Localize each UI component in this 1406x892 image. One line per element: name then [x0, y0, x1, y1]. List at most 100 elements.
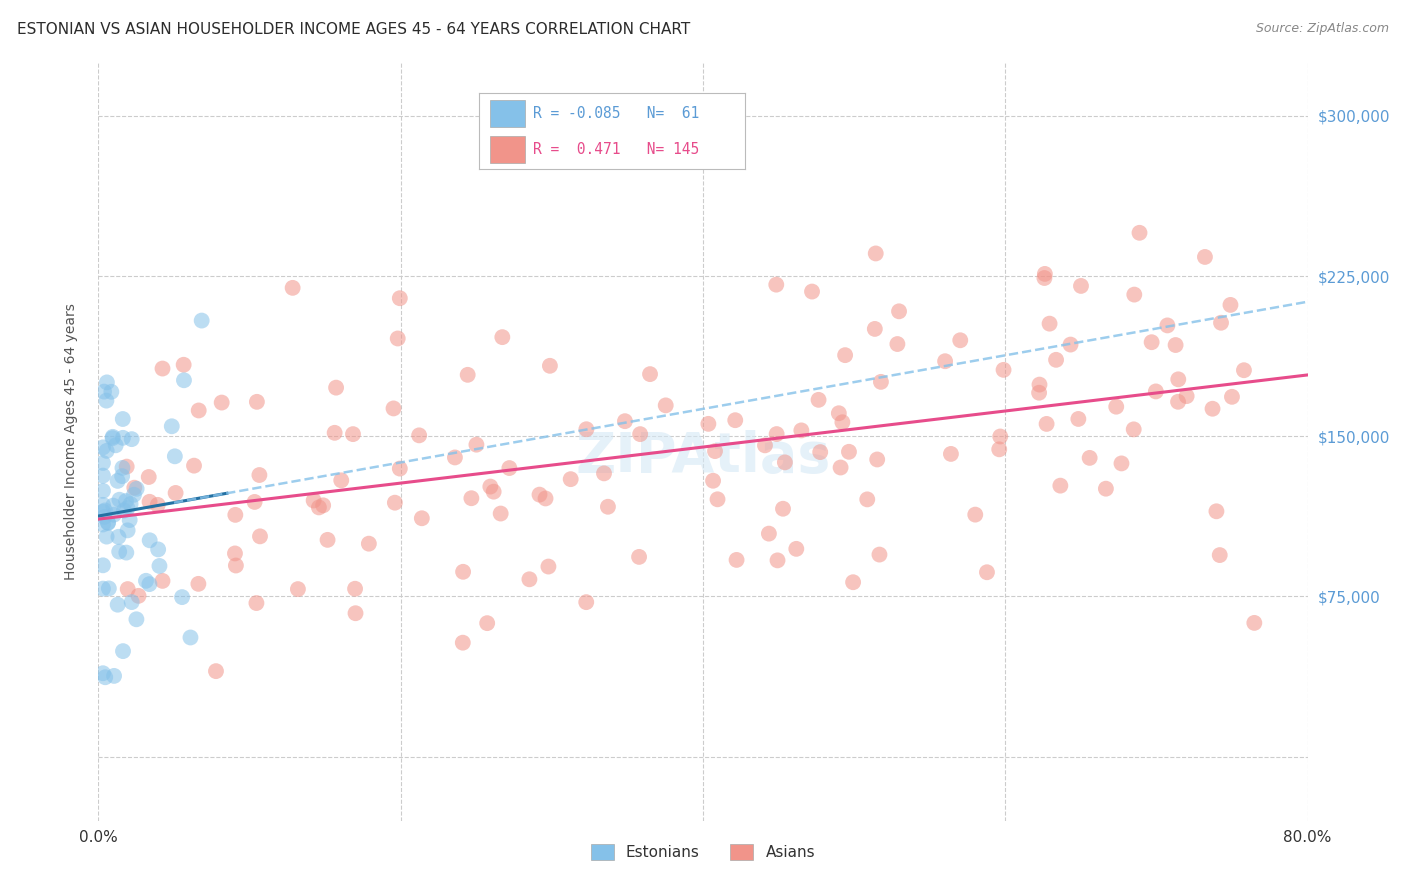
Point [1035, 417, 1057, 431]
Point [773, 455, 796, 469]
Point [560, 472, 582, 486]
Point [457, 368, 479, 382]
Point [103, 669, 125, 683]
Point [148, 558, 170, 573]
Point [1033, 267, 1056, 281]
Point [613, 414, 636, 428]
Point [1095, 482, 1118, 496]
Point [115, 459, 138, 474]
Point [1144, 384, 1167, 399]
Point [120, 497, 142, 511]
Point [575, 595, 598, 609]
Point [323, 425, 346, 440]
Point [1059, 337, 1081, 351]
Point [183, 458, 205, 473]
Point [949, 333, 972, 347]
Point [444, 450, 467, 465]
Point [766, 553, 789, 567]
Point [330, 474, 353, 488]
Point [122, 488, 145, 502]
Point [96, 443, 118, 458]
Point [575, 422, 598, 436]
Point [205, 664, 228, 678]
Point [107, 598, 129, 612]
Point [118, 513, 141, 527]
Point [1070, 279, 1092, 293]
Point [107, 530, 129, 544]
Point [91, 505, 114, 519]
Point [534, 491, 557, 506]
Point [479, 479, 502, 493]
Point [519, 572, 541, 586]
Point [939, 447, 962, 461]
Point [460, 491, 482, 506]
Point [170, 590, 193, 604]
Point [1038, 317, 1060, 331]
Point [247, 468, 270, 483]
Point [1140, 335, 1163, 350]
Point [146, 542, 169, 557]
Point [281, 281, 304, 295]
Point [1205, 504, 1227, 518]
Point [489, 507, 512, 521]
Point [384, 496, 406, 510]
Point [697, 417, 720, 431]
Point [93, 384, 115, 399]
Point [411, 511, 433, 525]
Point [596, 500, 619, 514]
Point [482, 484, 505, 499]
Point [97, 516, 120, 530]
Point [529, 488, 551, 502]
Point [1233, 363, 1256, 377]
Point [225, 558, 247, 573]
Point [325, 381, 347, 395]
Point [1201, 401, 1223, 416]
Point [1219, 298, 1241, 312]
Point [187, 403, 209, 417]
Point [1078, 450, 1101, 465]
Text: ESTONIAN VS ASIAN HOUSEHOLDER INCOME AGES 45 - 64 YEARS CORRELATION CHART: ESTONIAN VS ASIAN HOUSEHOLDER INCOME AGE… [17, 22, 690, 37]
Point [1105, 400, 1128, 414]
Point [988, 429, 1011, 443]
Point [477, 616, 499, 631]
Point [772, 501, 794, 516]
Point [1175, 389, 1198, 403]
Point [160, 419, 183, 434]
Point [865, 246, 887, 260]
Point [1028, 385, 1050, 400]
Point [1194, 250, 1216, 264]
Point [807, 392, 830, 407]
Point [190, 313, 212, 327]
Point [828, 406, 851, 420]
Point [173, 358, 195, 372]
Point [111, 431, 134, 445]
Point [287, 582, 309, 596]
Point [593, 467, 616, 481]
Point [1156, 318, 1178, 333]
Point [1045, 352, 1067, 367]
Point [121, 595, 143, 609]
Point [465, 438, 488, 452]
Point [91, 483, 114, 498]
Point [628, 549, 651, 564]
Point [117, 524, 139, 538]
Point [491, 330, 513, 344]
Point [135, 574, 157, 588]
Point [1123, 287, 1146, 301]
Point [211, 395, 233, 409]
Point [387, 331, 409, 345]
Point [702, 474, 724, 488]
Point [96, 393, 118, 408]
Point [724, 413, 747, 427]
Point [408, 428, 430, 442]
Point [790, 424, 813, 438]
Point [1122, 422, 1144, 436]
Point [725, 553, 748, 567]
Point [108, 544, 131, 558]
Point [654, 398, 676, 412]
Point [91, 498, 114, 512]
Point [101, 430, 124, 444]
Point [245, 596, 267, 610]
Point [302, 493, 325, 508]
Point [128, 589, 150, 603]
